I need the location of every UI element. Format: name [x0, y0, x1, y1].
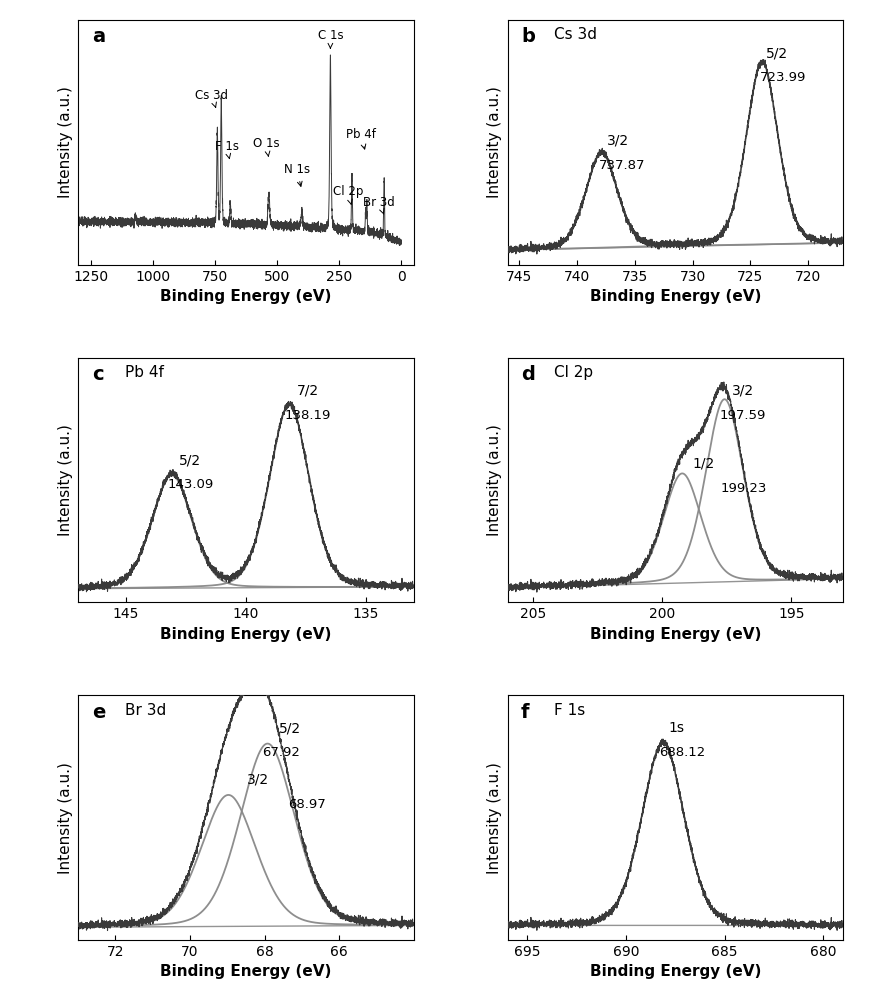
Text: f: f: [521, 703, 529, 722]
Text: 737.87: 737.87: [600, 159, 646, 172]
Text: Cl 2p: Cl 2p: [333, 185, 363, 204]
Y-axis label: Intensity (a.u.): Intensity (a.u.): [57, 86, 73, 198]
Text: b: b: [521, 27, 534, 46]
Text: 3/2: 3/2: [733, 384, 754, 398]
Text: F 1s: F 1s: [215, 140, 238, 159]
Text: 723.99: 723.99: [760, 71, 806, 84]
Text: c: c: [91, 365, 103, 384]
Text: F 1s: F 1s: [554, 703, 586, 718]
Text: 1s: 1s: [669, 721, 685, 735]
Text: 1/2: 1/2: [693, 457, 715, 471]
Text: Cs 3d: Cs 3d: [554, 27, 598, 42]
Text: 199.23: 199.23: [721, 482, 767, 495]
X-axis label: Binding Energy (eV): Binding Energy (eV): [589, 627, 761, 642]
Text: 7/2: 7/2: [296, 384, 319, 398]
X-axis label: Binding Energy (eV): Binding Energy (eV): [589, 289, 761, 304]
Y-axis label: Intensity (a.u.): Intensity (a.u.): [487, 424, 502, 536]
X-axis label: Binding Energy (eV): Binding Energy (eV): [160, 289, 332, 304]
X-axis label: Binding Energy (eV): Binding Energy (eV): [160, 627, 332, 642]
Text: 138.19: 138.19: [284, 409, 331, 422]
Text: 197.59: 197.59: [720, 409, 766, 422]
Text: 68.97: 68.97: [288, 798, 326, 811]
Text: 67.92: 67.92: [262, 746, 300, 759]
Text: 688.12: 688.12: [659, 746, 706, 759]
Y-axis label: Intensity (a.u.): Intensity (a.u.): [487, 86, 502, 198]
Y-axis label: Intensity (a.u.): Intensity (a.u.): [57, 762, 73, 874]
Y-axis label: Intensity (a.u.): Intensity (a.u.): [487, 762, 502, 874]
Text: C 1s: C 1s: [317, 29, 343, 48]
Text: a: a: [91, 27, 105, 46]
X-axis label: Binding Energy (eV): Binding Energy (eV): [160, 964, 332, 979]
Text: Br 3d: Br 3d: [125, 703, 167, 718]
Text: Cl 2p: Cl 2p: [554, 365, 594, 380]
Text: Pb 4f: Pb 4f: [346, 128, 376, 149]
Text: Pb 4f: Pb 4f: [125, 365, 164, 380]
Text: Br 3d: Br 3d: [363, 196, 395, 214]
Text: N 1s: N 1s: [284, 163, 310, 186]
Y-axis label: Intensity (a.u.): Intensity (a.u.): [57, 424, 73, 536]
Text: 3/2: 3/2: [607, 134, 629, 148]
Text: 143.09: 143.09: [167, 478, 214, 491]
Text: 3/2: 3/2: [247, 773, 269, 787]
Text: O 1s: O 1s: [253, 137, 280, 156]
X-axis label: Binding Energy (eV): Binding Energy (eV): [589, 964, 761, 979]
Text: Cs 3d: Cs 3d: [196, 89, 229, 107]
Text: 5/2: 5/2: [279, 721, 301, 735]
Text: e: e: [91, 703, 105, 722]
Text: d: d: [521, 365, 534, 384]
Text: 5/2: 5/2: [179, 453, 202, 467]
Text: 5/2: 5/2: [766, 46, 787, 60]
